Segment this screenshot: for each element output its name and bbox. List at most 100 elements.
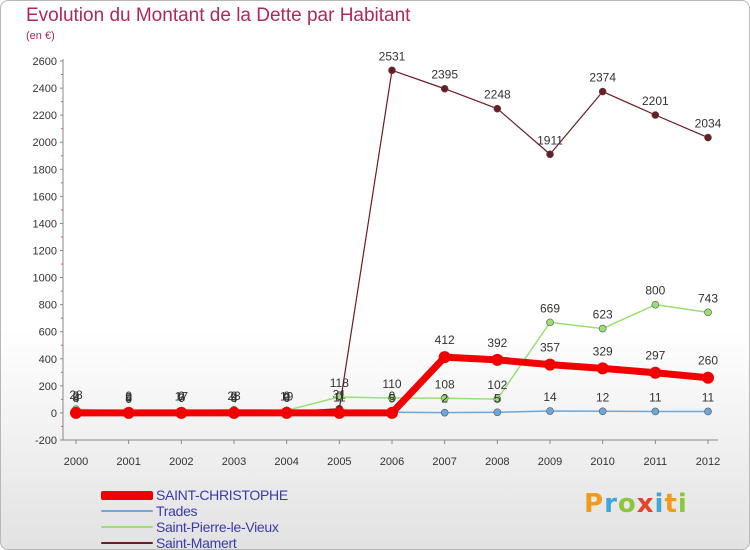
y-tick-label: 200 bbox=[39, 381, 57, 393]
x-tick-label: 2007 bbox=[432, 456, 456, 468]
data-label: 392 bbox=[487, 336, 507, 350]
legend-swatch bbox=[101, 542, 153, 544]
data-point bbox=[388, 394, 396, 402]
data-point bbox=[704, 133, 712, 142]
data-point bbox=[649, 366, 662, 379]
y-tick-label: 1000 bbox=[33, 273, 57, 285]
data-label: 4 bbox=[231, 391, 238, 405]
y-tick-label: 800 bbox=[39, 300, 57, 312]
data-label: 800 bbox=[645, 284, 665, 298]
data-label: 2531 bbox=[379, 49, 406, 63]
logo-letter: i bbox=[677, 489, 688, 519]
data-point bbox=[704, 407, 712, 416]
data-label: 0 bbox=[73, 389, 80, 403]
x-tick-label: 2002 bbox=[169, 456, 193, 468]
y-tick-label: 1400 bbox=[33, 218, 57, 230]
x-tick-label: 2006 bbox=[380, 456, 404, 468]
logo-letter: o bbox=[617, 489, 637, 519]
data-label: 19 bbox=[280, 389, 294, 403]
y-tick-label: 1600 bbox=[33, 191, 57, 203]
data-label: 357 bbox=[540, 341, 560, 355]
legend-label: Trades bbox=[156, 503, 198, 519]
data-point bbox=[546, 150, 554, 159]
data-point bbox=[596, 362, 609, 375]
data-point bbox=[598, 87, 607, 96]
y-tick-label: 2600 bbox=[33, 56, 57, 68]
legend-label: Saint-Mamert bbox=[156, 535, 237, 550]
data-label: 0 bbox=[125, 392, 132, 406]
x-tick-label: 2003 bbox=[222, 456, 246, 468]
data-point bbox=[440, 84, 449, 93]
data-label: 4 bbox=[125, 391, 132, 405]
data-point bbox=[493, 395, 502, 403]
legend-swatch bbox=[101, 490, 153, 500]
data-label: 743 bbox=[698, 291, 718, 305]
data-point bbox=[280, 406, 293, 419]
x-tick-label: 2010 bbox=[590, 456, 614, 468]
data-label: 0 bbox=[336, 389, 343, 403]
y-tick-label: 2000 bbox=[33, 137, 57, 149]
data-label: 297 bbox=[645, 349, 665, 363]
x-tick-label: 2009 bbox=[538, 456, 562, 468]
y-tick-label: 0 bbox=[51, 408, 57, 420]
data-label: 669 bbox=[540, 301, 560, 315]
series-line bbox=[75, 69, 709, 414]
x-tick-label: 2004 bbox=[274, 456, 298, 468]
y-tick-label: 1800 bbox=[33, 164, 57, 176]
data-point bbox=[440, 408, 449, 417]
data-point bbox=[702, 371, 714, 384]
x-tick-label: 2011 bbox=[644, 456, 668, 468]
y-tick-label: 600 bbox=[39, 327, 57, 339]
chart-legend: SAINT-CHRISTOPHE Trades Saint-Pierre-le-Vi… bbox=[101, 487, 288, 550]
y-tick-label: 2400 bbox=[33, 83, 57, 95]
data-label: 11 bbox=[649, 390, 662, 404]
data-point bbox=[388, 66, 396, 75]
data-label: 23 bbox=[227, 389, 241, 403]
data-point bbox=[493, 104, 502, 113]
data-label: 0 bbox=[231, 389, 238, 403]
x-tick-label: 2000 bbox=[64, 456, 88, 468]
data-label: 0 bbox=[178, 389, 185, 403]
legend-swatch bbox=[101, 510, 153, 512]
data-label: 8 bbox=[73, 391, 80, 405]
data-point bbox=[440, 394, 449, 403]
legend-item: Saint-Pierre-le-Vieux bbox=[101, 519, 288, 535]
data-point bbox=[651, 111, 660, 119]
data-label: 0 bbox=[389, 389, 396, 403]
data-label: 2374 bbox=[589, 71, 616, 85]
x-tick-label: 2001 bbox=[116, 456, 140, 468]
legend-label: Saint-Pierre-le-Vieux bbox=[156, 519, 279, 535]
data-label: 9 bbox=[283, 391, 290, 405]
data-label: 2248 bbox=[484, 88, 511, 102]
y-tick-label: 400 bbox=[39, 354, 57, 366]
data-label: 14 bbox=[543, 390, 557, 404]
data-point bbox=[175, 406, 188, 419]
data-label: 118 bbox=[330, 376, 349, 390]
data-label: 0 bbox=[125, 389, 132, 403]
data-point bbox=[598, 407, 607, 416]
legend-item: Saint-Mamert bbox=[101, 535, 288, 550]
data-point bbox=[544, 358, 556, 371]
data-label: 6 bbox=[283, 391, 290, 405]
data-label: 329 bbox=[593, 344, 613, 358]
x-tick-label: 2008 bbox=[485, 456, 509, 468]
data-point bbox=[438, 351, 451, 364]
data-label: 5 bbox=[494, 391, 501, 405]
data-point bbox=[491, 353, 504, 366]
data-point bbox=[704, 308, 712, 317]
data-label: 11 bbox=[702, 390, 715, 404]
logo-letter: t bbox=[664, 489, 678, 519]
data-label: 2201 bbox=[642, 94, 669, 108]
data-label: 12 bbox=[596, 390, 610, 404]
data-point bbox=[546, 318, 554, 327]
logo-letter: P bbox=[584, 489, 605, 519]
data-label: 11 bbox=[333, 390, 346, 404]
x-tick-label: 2005 bbox=[327, 456, 351, 468]
data-point bbox=[333, 406, 346, 419]
chart-subtitle: (en €) bbox=[26, 30, 55, 42]
legend-item: SAINT-CHRISTOPHE bbox=[101, 487, 288, 503]
data-label: 2 bbox=[441, 392, 448, 406]
data-point bbox=[546, 407, 554, 415]
